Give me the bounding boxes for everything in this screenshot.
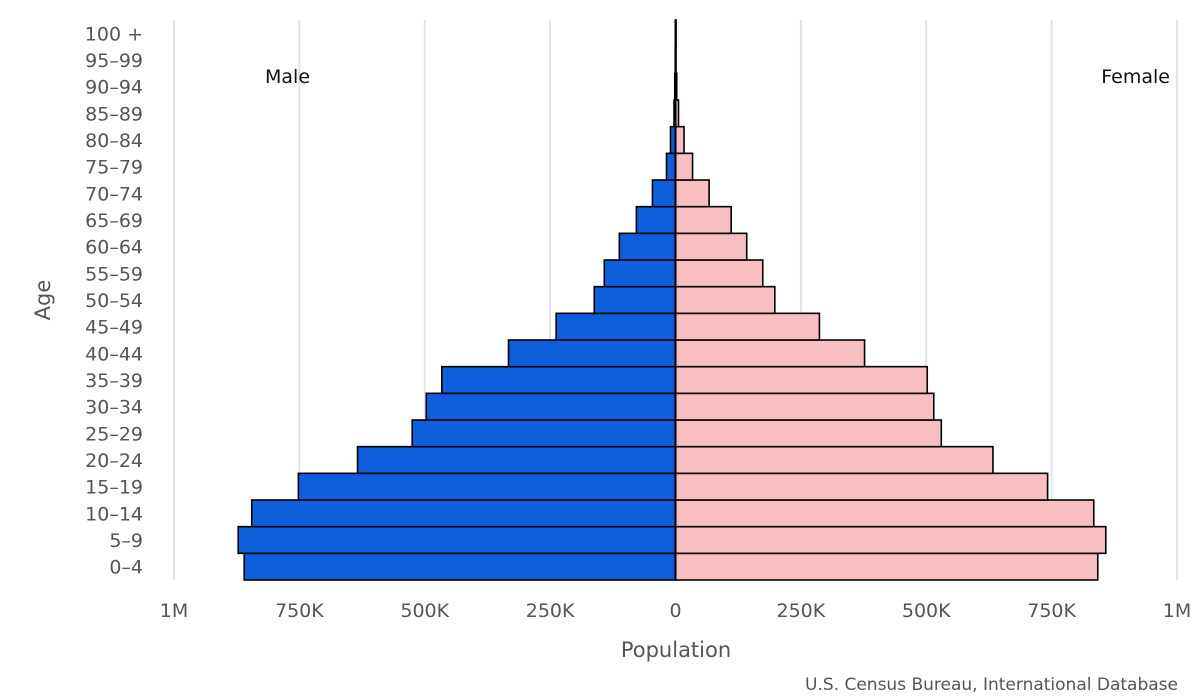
age-label-5-9: 5–9: [109, 530, 143, 552]
age-label-20-24: 20–24: [85, 450, 143, 472]
bar-female-65-69: [674, 205, 732, 235]
male-side-label: Male: [265, 66, 310, 88]
bars: [237, 19, 1107, 581]
bar-female-30-34: [674, 392, 935, 421]
age-label-100: 100 +: [85, 23, 143, 45]
x-tick-label-7: 750K: [1027, 600, 1076, 622]
x-tick-label-3: 250K: [526, 600, 575, 622]
bar-male-45-49: [555, 312, 677, 341]
age-label-55-59: 55–59: [85, 263, 143, 285]
bar-male-10-14: [250, 499, 677, 528]
bar-male-35-39: [441, 365, 677, 395]
bar-male-30-34: [425, 392, 677, 421]
bar-female-80-84: [674, 125, 685, 155]
age-label-85-89: 85–89: [85, 103, 143, 125]
x-tick-label-1: 750K: [275, 600, 324, 622]
age-label-0-4: 0–4: [109, 557, 143, 579]
bar-male-40-44: [507, 339, 677, 368]
bar-female-35-39: [674, 365, 929, 395]
bar-male-65-69: [635, 205, 677, 235]
gridlines: [173, 20, 1178, 580]
age-label-50-54: 50–54: [85, 290, 143, 312]
age-label-40-44: 40–44: [85, 343, 143, 365]
bar-female-10-14: [674, 499, 1095, 528]
bar-male-15-19: [297, 472, 677, 501]
bar-male-60-64: [618, 232, 677, 261]
age-label-95-99: 95–99: [85, 50, 143, 72]
age-label-10-14: 10–14: [85, 503, 143, 525]
age-label-35-39: 35–39: [85, 370, 143, 392]
age-label-80-84: 80–84: [85, 130, 143, 152]
bar-female-20-24: [674, 445, 994, 475]
female-side-label: Female: [1101, 66, 1170, 88]
bar-female-70-74: [674, 179, 710, 208]
bar-female-40-44: [674, 339, 866, 368]
age-label-65-69: 65–69: [85, 210, 143, 232]
bar-female-15-19: [674, 472, 1049, 501]
bar-male-20-24: [356, 445, 677, 475]
x-tick-label-4: 0: [669, 600, 681, 622]
bar-female-25-29: [674, 419, 943, 448]
x-tick-label-6: 500K: [902, 600, 951, 622]
source-credit: U.S. Census Bureau, International Databa…: [805, 675, 1178, 695]
age-label-60-64: 60–64: [85, 237, 143, 259]
age-axis-labels: 0–4 5–9 10–14 15–19 20–24 25–29 30–34 35–39 40–4…: [85, 23, 143, 578]
bar-female-0-4: [674, 552, 1099, 581]
bar-female-45-49: [674, 312, 821, 341]
y-axis-title: Age: [31, 280, 55, 321]
age-label-30-34: 30–34: [85, 397, 143, 419]
bar-female-75-79: [674, 152, 694, 181]
age-label-70-74: 70–74: [85, 183, 143, 205]
bar-male-25-29: [411, 419, 677, 448]
bar-female-5-9: [674, 525, 1107, 555]
x-tick-label-0: 1M: [160, 600, 188, 622]
bar-male-0-4: [243, 552, 677, 581]
bar-male-5-9: [237, 525, 677, 555]
age-label-45-49: 45–49: [85, 317, 143, 339]
age-label-15-19: 15–19: [85, 477, 143, 499]
bar-female-50-54: [674, 285, 776, 315]
population-axis-ticks: 1M 750K 500K 250K 0 250K 500K 750K 1M: [160, 600, 1191, 622]
x-tick-label-2: 500K: [400, 600, 449, 622]
bar-female-60-64: [674, 232, 748, 261]
x-tick-label-8: 1M: [1163, 600, 1191, 622]
age-label-75-79: 75–79: [85, 157, 143, 179]
age-label-90-94: 90–94: [85, 77, 143, 99]
bar-male-70-74: [651, 179, 677, 208]
x-tick-label-5: 250K: [777, 600, 826, 622]
age-label-25-29: 25–29: [85, 423, 143, 445]
x-axis-title: Population: [621, 638, 731, 662]
bar-female-55-59: [674, 259, 764, 288]
bar-male-75-79: [665, 152, 677, 181]
bar-male-55-59: [603, 259, 677, 288]
bar-male-50-54: [593, 285, 677, 315]
